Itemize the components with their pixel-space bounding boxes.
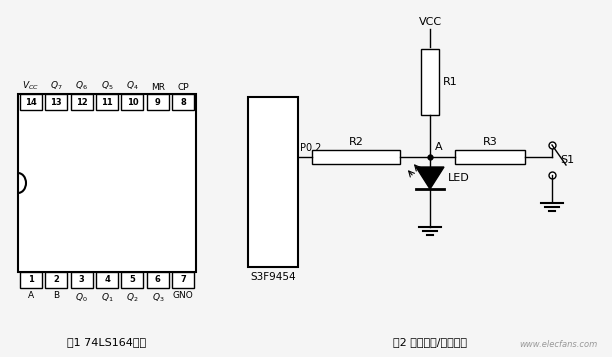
Text: 4: 4	[104, 276, 110, 285]
Text: A: A	[435, 142, 442, 152]
Text: 11: 11	[101, 97, 113, 106]
Text: 7: 7	[181, 276, 186, 285]
Text: 13: 13	[50, 97, 62, 106]
Text: A: A	[28, 291, 34, 300]
Text: LED: LED	[448, 173, 470, 183]
Text: $Q_5$: $Q_5$	[101, 80, 113, 92]
Text: $Q_1$: $Q_1$	[101, 291, 113, 303]
Text: 1: 1	[28, 276, 34, 285]
Text: 图2 引脚输入/输出复用: 图2 引脚输入/输出复用	[393, 337, 467, 347]
Text: 10: 10	[127, 97, 138, 106]
Text: B: B	[53, 291, 59, 300]
Text: 8: 8	[181, 97, 186, 106]
Text: 14: 14	[25, 97, 37, 106]
Text: $Q_0$: $Q_0$	[75, 291, 88, 303]
Bar	[121, 272, 143, 288]
Text: S1: S1	[560, 155, 574, 165]
Text: $Q_6$: $Q_6$	[75, 80, 88, 92]
Text: $Q_4$: $Q_4$	[126, 80, 139, 92]
Bar	[173, 272, 194, 288]
Polygon shape	[416, 167, 444, 189]
Text: 2: 2	[53, 276, 59, 285]
Text: P0.2: P0.2	[300, 143, 321, 153]
Bar	[421, 49, 439, 115]
Bar	[248, 97, 298, 267]
Text: $Q_7$: $Q_7$	[50, 80, 62, 92]
Text: $V_{CC}$: $V_{CC}$	[22, 80, 39, 92]
Text: $Q_2$: $Q_2$	[126, 291, 139, 303]
Text: R3: R3	[483, 137, 498, 147]
Bar	[45, 272, 67, 288]
Text: MR: MR	[151, 83, 165, 92]
Bar	[121, 94, 143, 110]
Text: S3F9454: S3F9454	[250, 272, 296, 282]
Text: GNO: GNO	[173, 291, 193, 300]
Bar	[312, 150, 400, 164]
Text: 6: 6	[155, 276, 161, 285]
Bar	[96, 272, 118, 288]
Bar	[455, 150, 525, 164]
Bar	[147, 94, 169, 110]
Text: R1: R1	[443, 77, 458, 87]
Bar	[147, 272, 169, 288]
Text: 9: 9	[155, 97, 161, 106]
Text: www.elecfans.com: www.elecfans.com	[520, 340, 598, 349]
Text: 3: 3	[79, 276, 84, 285]
Bar	[173, 94, 194, 110]
Text: CP: CP	[177, 83, 189, 92]
Text: $Q_3$: $Q_3$	[152, 291, 164, 303]
Bar	[45, 94, 67, 110]
Bar	[20, 272, 42, 288]
Bar	[96, 94, 118, 110]
Bar	[70, 94, 92, 110]
Text: 12: 12	[76, 97, 88, 106]
Text: R2: R2	[349, 137, 364, 147]
Text: 图1 74LS164引脚: 图1 74LS164引脚	[67, 337, 146, 347]
Text: 5: 5	[130, 276, 135, 285]
Bar	[70, 272, 92, 288]
Bar	[20, 94, 42, 110]
Text: VCC: VCC	[419, 17, 442, 27]
Bar	[18, 94, 196, 272]
